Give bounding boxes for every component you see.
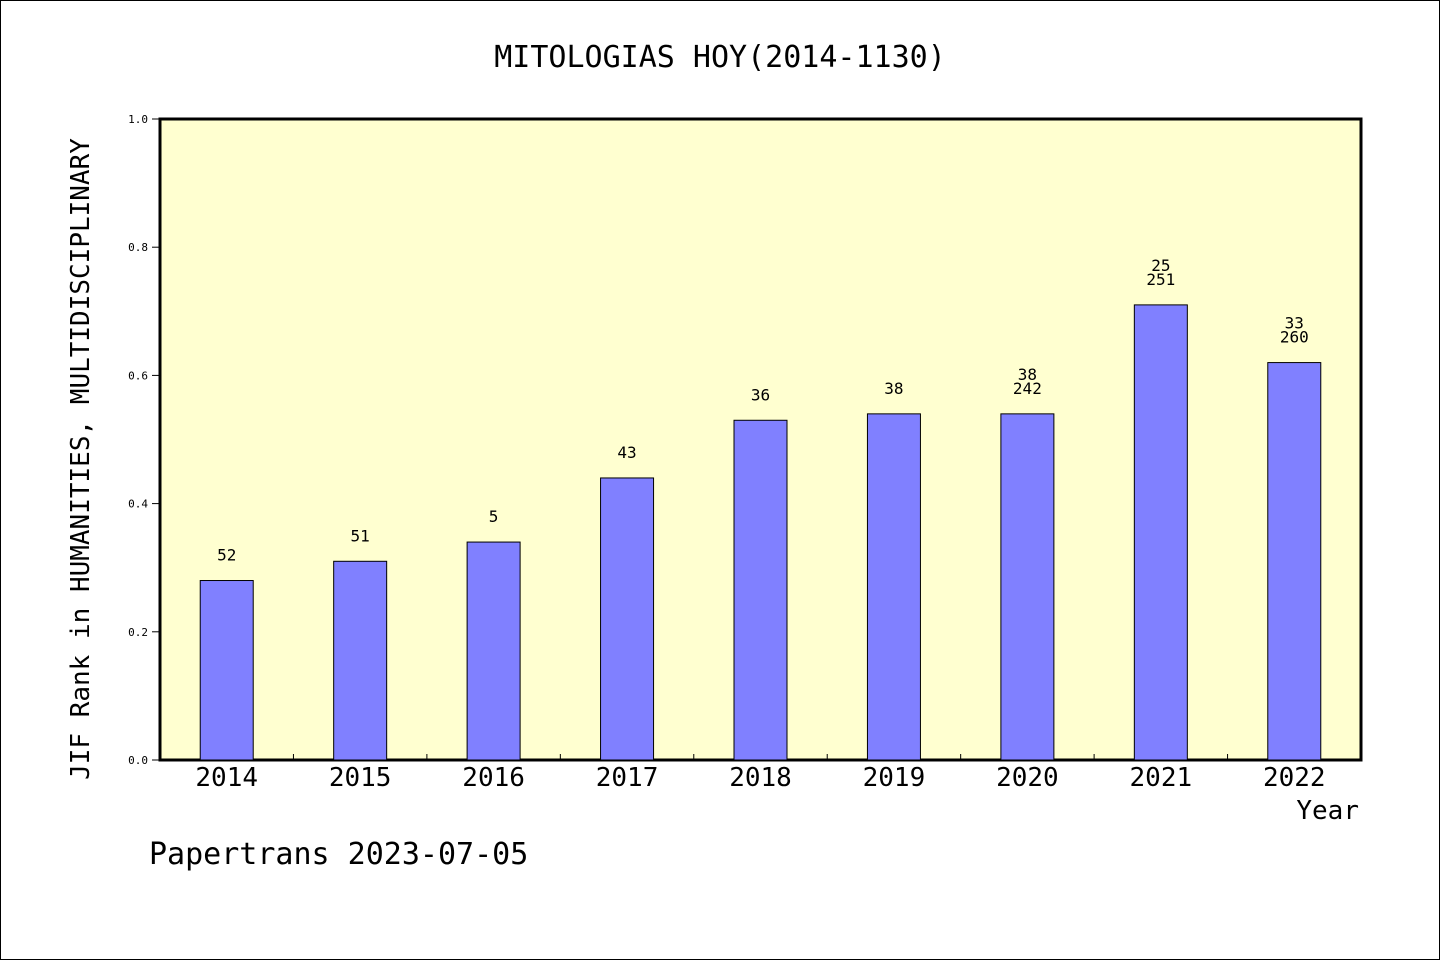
x-axis-label: Year [1296,796,1359,826]
y-tick-label: 0.0 [128,754,148,767]
bar-data-label: 242 [1013,379,1042,398]
bar-data-label: 38 [1018,365,1037,384]
x-tick-label: 2020 [996,763,1059,793]
bar-data-label: 5 [489,507,499,526]
bar [1000,413,1055,761]
footer-credit: Papertrans 2023-07-05 [149,837,528,872]
y-axis-ticks: 0.0 0.2 0.4 0.6 0.8 1.0 [128,113,160,767]
bar [733,419,788,761]
x-tick-label: 2021 [1130,763,1193,793]
y-tick-label: 0.6 [128,369,148,382]
bar-data-label: 36 [751,385,770,404]
bar-data-label: 51 [351,526,370,545]
bar [199,580,254,761]
chart-title: MITOLOGIAS HOY(2014-1130) [494,40,946,75]
bar [333,560,388,761]
bar-data-label: 38 [884,379,903,398]
bar-data-label: 33 [1285,314,1304,333]
x-tick-label: 2016 [462,763,525,793]
x-tick-label: 2022 [1263,763,1326,793]
y-tick-label: 0.4 [128,498,148,511]
x-tick-label: 2018 [729,763,792,793]
x-tick-label: 2019 [863,763,926,793]
bar-data-label: 251 [1146,270,1175,289]
bar-data-label: 25 [1151,256,1170,275]
bar [600,477,655,761]
y-tick-label: 0.2 [128,626,148,639]
x-tick-label: 2014 [195,763,258,793]
bar-data-label: 43 [617,443,636,462]
y-tick-label: 0.8 [128,241,148,254]
x-tick-label: 2015 [329,763,392,793]
y-tick-label: 1.0 [128,113,148,126]
bar-data-label: 260 [1280,328,1309,347]
bar [466,541,521,761]
y-axis-label: JIF Rank in HUMANITIES, MULTIDISCIPLINAR… [66,138,96,780]
x-axis-ticks: 2014 2015 2016 2017 2018 2019 2020 2021 2022 [195,754,1326,793]
bar [1133,304,1188,761]
bar [866,413,921,761]
x-tick-label: 2017 [596,763,659,793]
bar-data-label: 52 [217,546,236,565]
bars [199,304,1322,761]
bar [1267,362,1322,761]
